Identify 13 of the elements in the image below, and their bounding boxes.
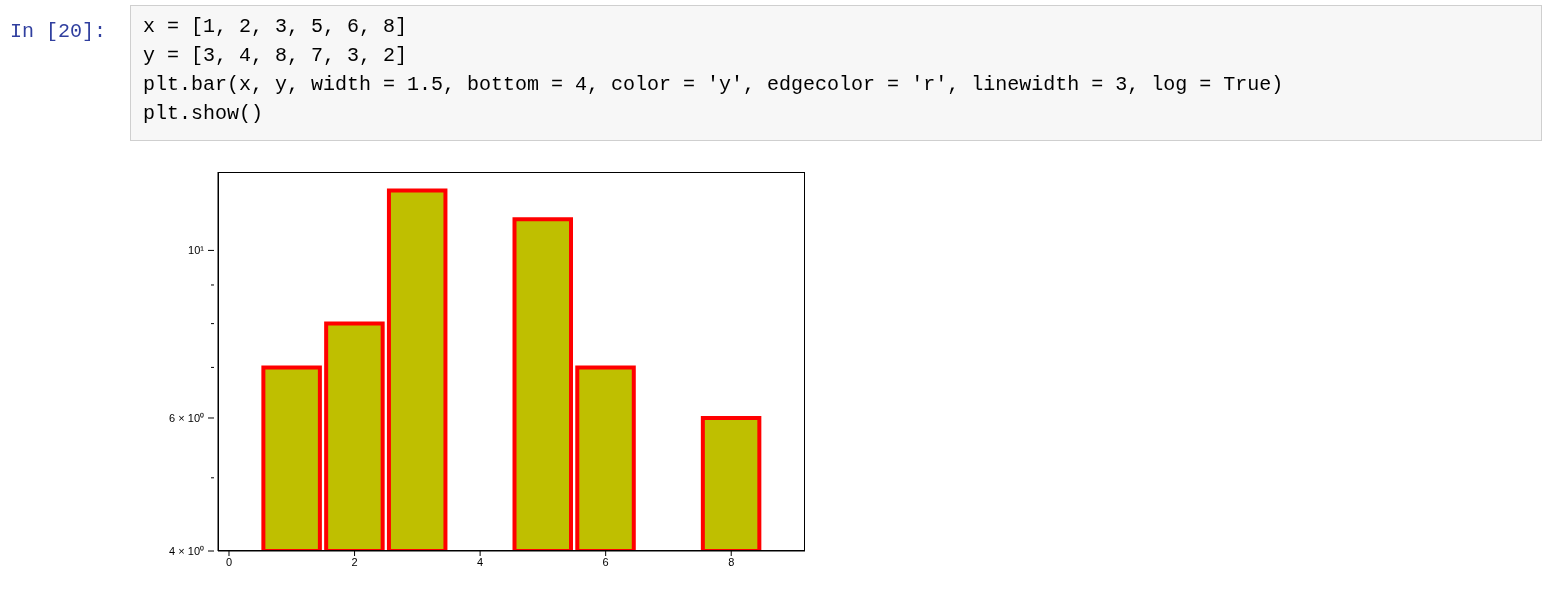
x-tick-label: 0 xyxy=(225,555,233,568)
text: x = [1, 2, 3, 5, 6, 8] xyxy=(143,14,409,40)
x-tick-label: 2 xyxy=(351,555,358,568)
y-tick-label: 10¹ xyxy=(188,244,205,257)
y-tick-label: 6 × 10⁰ xyxy=(169,411,204,424)
text: plt.bar(x, y, width = 1.5, bottom = 4, color = 'y', edgecolor = 'r', linewidth = 3, log = True) xyxy=(143,72,1285,98)
x-tick-label: 6 xyxy=(602,555,609,568)
text: y = [3, 4, 8, 7, 3, 2] xyxy=(143,43,409,69)
x-tick-label: 8 xyxy=(728,555,735,568)
x-tick-label: 4 xyxy=(477,555,484,568)
text: plt.show() xyxy=(143,101,265,127)
text: In [20]: xyxy=(10,20,107,43)
y-tick-label: 4 × 10⁰ xyxy=(169,544,204,557)
